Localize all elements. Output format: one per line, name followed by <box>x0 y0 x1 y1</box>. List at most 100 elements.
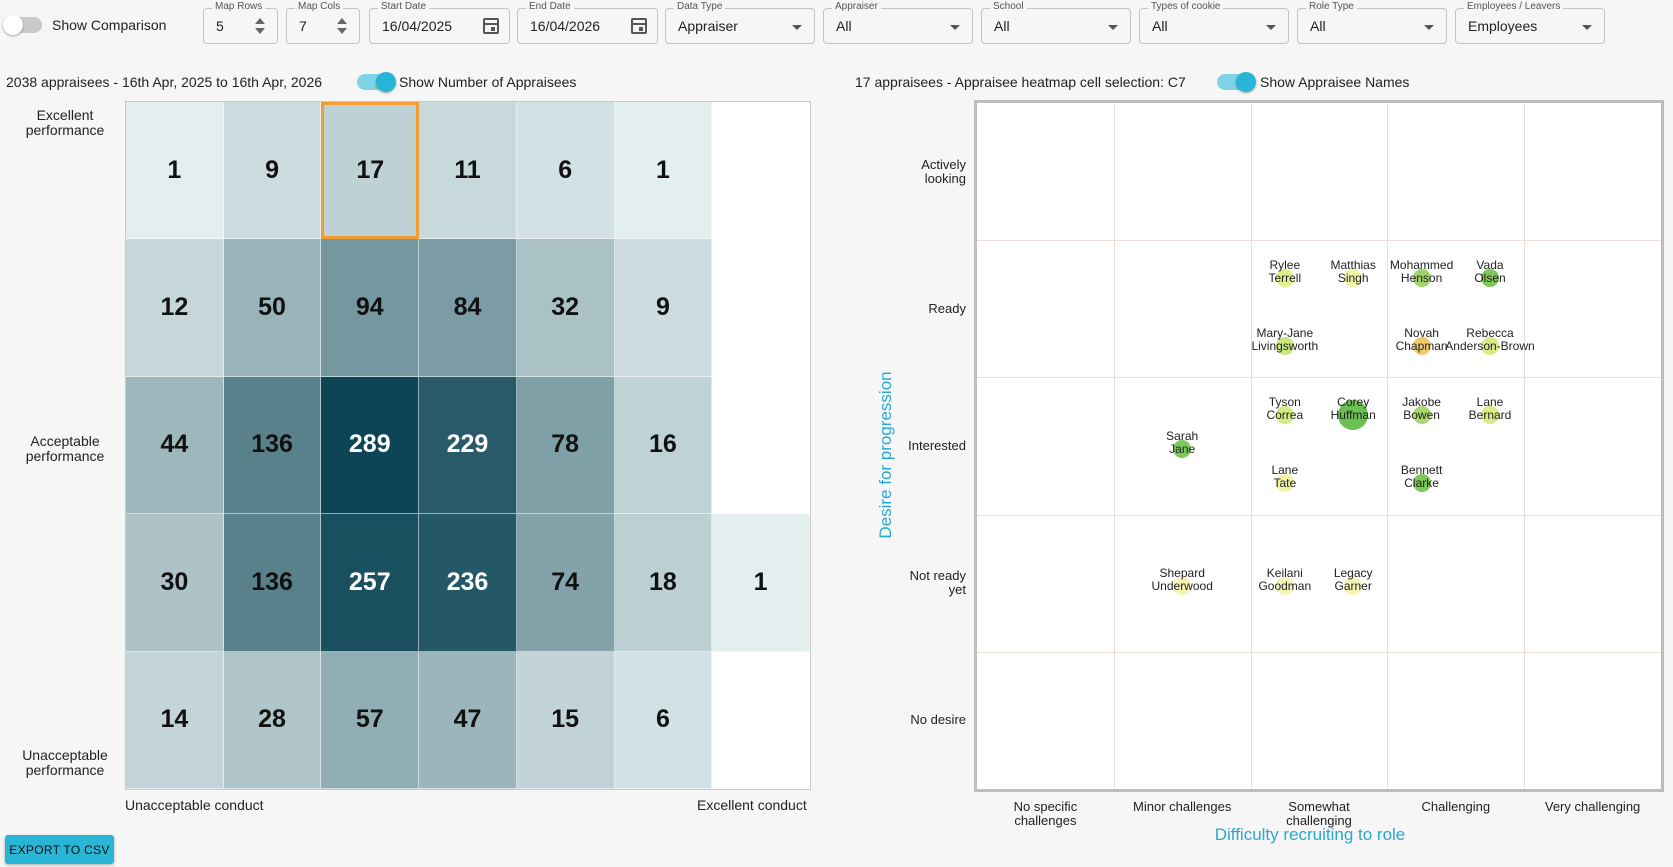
heatmap-cell[interactable]: 289 <box>321 376 420 515</box>
appraisee-name: Mohammed Henson <box>1389 257 1454 285</box>
heatmap-cell[interactable]: 229 <box>419 376 517 515</box>
employees-leavers-select[interactable]: Employees / Leavers Employees <box>1455 1 1605 44</box>
heatmap-y-label-top: Excellent performance <box>25 107 105 138</box>
appraisee-point[interactable] <box>1344 268 1363 287</box>
heatmap-cell[interactable] <box>712 239 810 377</box>
scatter-x-tick: Minor challenges <box>1133 799 1232 814</box>
appraisee-point[interactable] <box>1481 268 1499 287</box>
grid-line <box>1524 103 1526 789</box>
appraisee-point[interactable] <box>1338 399 1369 430</box>
show-comparison-toggle[interactable] <box>3 15 42 35</box>
appraisee-point[interactable] <box>1344 577 1363 596</box>
heatmap-cell[interactable] <box>712 651 810 789</box>
scatter-x-tick: Challenging <box>1421 799 1491 814</box>
appraisee-scatter[interactable]: Rylee Terrell Matthias Singh Mohammed Hens… <box>974 100 1664 792</box>
heatmap-cell[interactable]: 50 <box>223 239 322 377</box>
appraisee-point[interactable] <box>1275 405 1294 424</box>
heatmap-x-label-right: Excellent conduct <box>697 797 807 813</box>
appraisee-point[interactable] <box>1481 405 1499 424</box>
appraisee-name: Legacy Garner <box>1333 566 1373 594</box>
heatmap-cell[interactable]: 1 <box>712 514 810 652</box>
heatmap-cell[interactable]: 47 <box>419 651 517 789</box>
heatmap-cell[interactable]: 6 <box>516 102 615 240</box>
appraisee-name: Lane Tate <box>1271 463 1299 491</box>
heatmap-y-label-bottom: Unacceptable performance <box>22 747 108 778</box>
heatmap-cell[interactable]: 44 <box>126 376 224 515</box>
heatmap-cell[interactable]: 32 <box>516 239 615 377</box>
heatmap-cell[interactable]: 16 <box>614 376 713 515</box>
appraisee-name: Mary-Jane Livingsworth <box>1251 326 1319 354</box>
appraisee-point[interactable] <box>1412 405 1431 424</box>
appraisee-name: Corey Huffman <box>1330 394 1376 422</box>
scatter-x-axis-title: Difficulty recruiting to role <box>1214 825 1406 844</box>
export-csv-button[interactable]: EXPORT TO CSV <box>5 835 114 864</box>
heatmap-cell[interactable] <box>712 376 810 515</box>
scatter-y-tick: Not ready yet <box>909 568 966 598</box>
scatter-x-tick: No specific challenges <box>1013 799 1078 828</box>
map-rows-stepper[interactable]: Map Rows 5 <box>203 1 278 44</box>
heatmap-cell[interactable]: 12 <box>126 239 224 377</box>
chevron-down-icon <box>792 25 802 30</box>
heatmap-cell[interactable]: 257 <box>321 514 420 652</box>
heatmap-cell[interactable]: 136 <box>223 376 322 515</box>
grid-line <box>977 240 1661 242</box>
heatmap-cell[interactable]: 18 <box>614 514 713 652</box>
calendar-icon[interactable] <box>631 18 647 34</box>
heatmap-cell[interactable]: 14 <box>126 651 224 789</box>
heatmap-cell[interactable]: 74 <box>516 514 615 652</box>
role-type-select[interactable]: Role Type All <box>1297 1 1447 44</box>
heatmap-cell[interactable]: 9 <box>223 102 322 240</box>
heatmap-cell[interactable]: 11 <box>419 102 517 240</box>
chevron-down-icon <box>950 25 960 30</box>
heatmap-cell[interactable]: 57 <box>321 651 420 789</box>
heatmap-cell[interactable] <box>712 102 810 240</box>
data-type-select[interactable]: Data Type Appraiser <box>665 1 815 44</box>
appraisee-point[interactable] <box>1412 337 1431 356</box>
end-date-field[interactable]: End Date 16/04/2026 <box>517 1 658 44</box>
show-number-label: Show Number of Appraisees <box>399 74 577 90</box>
appraisee-point[interactable] <box>1173 440 1192 458</box>
cookie-type-select[interactable]: Types of cookie All <box>1139 1 1289 44</box>
appraisee-name: Keilani Goodman <box>1258 566 1312 594</box>
heatmap-cell[interactable]: 236 <box>419 514 517 652</box>
heatmap-summary: 2038 appraisees - 16th Apr, 2025 to 16th… <box>6 74 323 90</box>
appraisee-point[interactable] <box>1275 268 1294 287</box>
heatmap-cell[interactable]: 6 <box>614 651 713 789</box>
appraisee-name: Jakobe Bowen <box>1402 394 1441 422</box>
grid-line <box>977 651 1661 653</box>
calendar-icon[interactable] <box>483 18 499 34</box>
appraisee-name: Lane Bernard <box>1468 394 1512 422</box>
start-date-field[interactable]: Start Date 16/04/2025 <box>369 1 510 44</box>
appraisee-point[interactable] <box>1275 337 1294 356</box>
appraisee-name: Sarah Jane <box>1166 429 1199 456</box>
appraisee-point[interactable] <box>1412 474 1431 493</box>
heatmap-cell[interactable]: 1 <box>614 102 713 240</box>
scatter-y-tick: No desire <box>910 712 966 728</box>
heatmap-cell[interactable]: 28 <box>223 651 322 789</box>
appraisee-point[interactable] <box>1275 577 1294 596</box>
appraisee-point[interactable] <box>1412 268 1431 287</box>
scatter-summary: 17 appraisees - Appraisee heatmap cell s… <box>855 74 1186 90</box>
heatmap-cell[interactable]: 17 <box>321 102 420 240</box>
heatmap-grid[interactable]: 1 9 17 11 6 1 12 50 94 84 32 9 44 136 289 229 78 16 30 136 2… <box>125 101 811 790</box>
spinner-arrows-icon[interactable] <box>337 18 347 34</box>
spinner-arrows-icon[interactable] <box>255 18 265 34</box>
appraisee-point[interactable] <box>1173 577 1192 596</box>
appraiser-select[interactable]: Appraiser All <box>823 1 973 44</box>
heatmap-cell[interactable]: 136 <box>223 514 322 652</box>
show-names-toggle[interactable] <box>1217 72 1256 92</box>
appraisee-name: Rebecca Anderson-Brown <box>1445 326 1535 354</box>
map-cols-stepper[interactable]: Map Cols 7 <box>286 1 360 44</box>
heatmap-cell[interactable]: 78 <box>516 376 615 515</box>
heatmap-cell[interactable]: 94 <box>321 239 420 377</box>
heatmap-cell[interactable]: 30 <box>126 514 224 652</box>
appraisee-point[interactable] <box>1275 474 1294 493</box>
heatmap-cell[interactable]: 1 <box>126 102 224 240</box>
show-number-toggle[interactable] <box>357 72 396 92</box>
heatmap-cell[interactable]: 15 <box>516 651 615 789</box>
appraisee-point[interactable] <box>1481 337 1499 356</box>
heatmap-cell[interactable]: 9 <box>614 239 713 377</box>
scatter-y-axis-title: Desire for progression <box>876 371 895 539</box>
school-select[interactable]: School All <box>981 1 1131 44</box>
heatmap-cell[interactable]: 84 <box>419 239 517 377</box>
